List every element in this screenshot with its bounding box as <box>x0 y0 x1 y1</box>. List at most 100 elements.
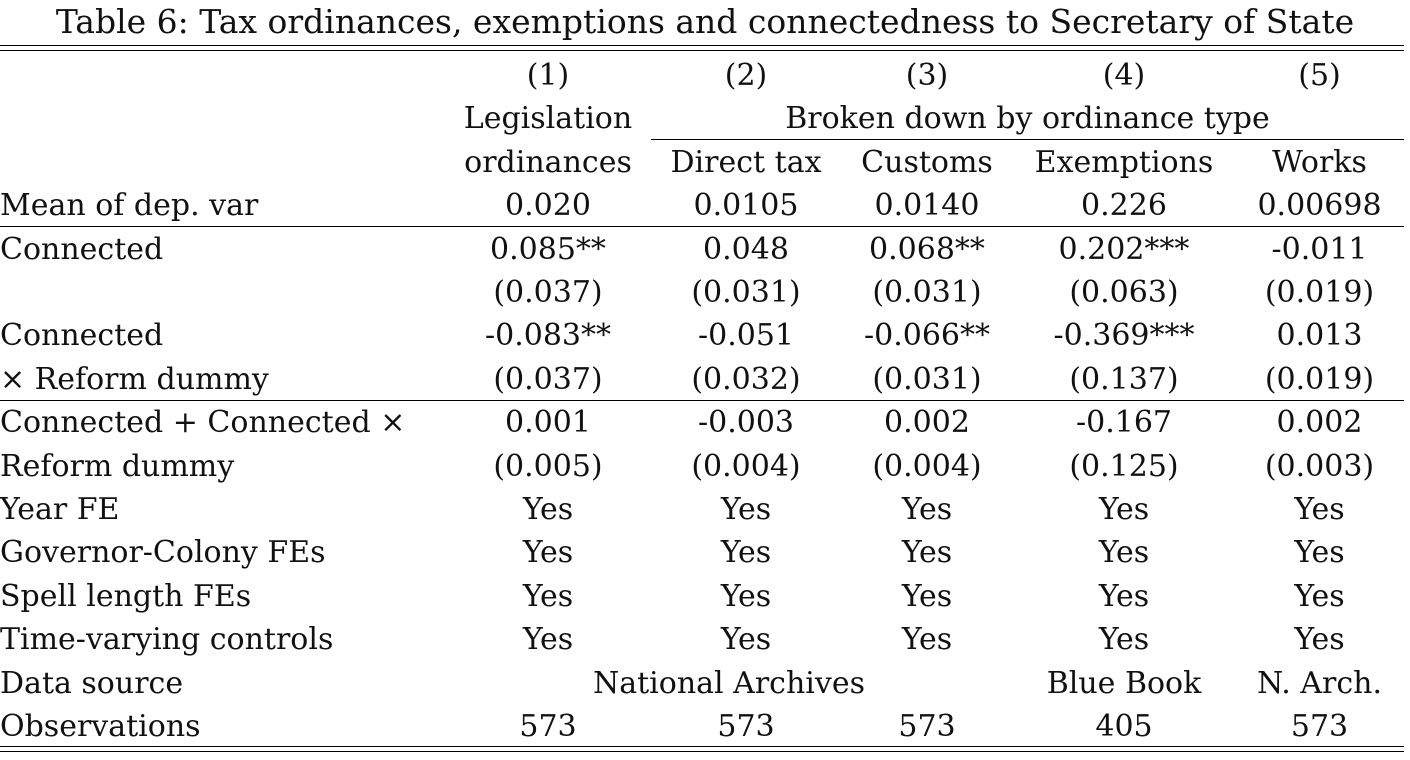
column-header: ordinances <box>464 144 632 180</box>
table-cell: Yes <box>1098 578 1150 614</box>
se-cell: (0.137) <box>1069 361 1179 397</box>
data-source-cell: N. Arch. <box>1256 665 1383 701</box>
coef-cell: -0.011 <box>1271 231 1368 267</box>
bottom-rule <box>0 751 1404 753</box>
table-cell: 573 <box>519 709 577 745</box>
row-label: Connected <box>0 318 164 354</box>
row-label: Governor-Colony FEs <box>0 535 326 571</box>
table-title: Table 6: Tax ordinances, exemptions and … <box>55 2 1355 41</box>
table-cell: 0.00698 <box>1257 188 1382 224</box>
table-cell: Yes <box>1294 492 1345 528</box>
control-row-year-fe: Year FE Yes Yes Yes Yes Yes <box>0 488 1404 531</box>
table-cell: Yes <box>720 535 772 571</box>
table-cell: 0.0105 <box>693 188 799 224</box>
table-cell: Yes <box>901 492 953 528</box>
coef-cell: 0.013 <box>1276 318 1363 354</box>
data-source-cell: Blue Book <box>1046 665 1202 701</box>
data-source-text: National Archives <box>592 665 865 701</box>
row-label: Mean of dep. var <box>0 188 259 224</box>
row-label: Time-varying controls <box>0 622 334 658</box>
coef-cell: -0.083** <box>484 318 612 354</box>
se-cell: (0.031) <box>872 361 982 397</box>
column-subheader: Direct tax <box>670 144 822 180</box>
header-rule <box>0 226 1404 228</box>
control-row-time-varying: Time-varying controls Yes Yes Yes Yes Ye… <box>0 618 1404 661</box>
connected-coef-row: Connected 0.085** 0.048 0.068** 0.202***… <box>0 228 1404 271</box>
table-cell: Yes <box>720 578 772 614</box>
coef-cell: -0.369*** <box>1053 318 1195 354</box>
coef-cell: 0.002 <box>884 405 970 441</box>
table-cell: 0.0140 <box>874 188 980 224</box>
bottom-rule-inner <box>0 746 1404 748</box>
table-cell: Yes <box>901 535 953 571</box>
se-cell: (0.031) <box>691 275 801 311</box>
table-cell: Yes <box>1294 578 1345 614</box>
table-cell: Yes <box>720 622 772 658</box>
table-cell: Yes <box>720 492 772 528</box>
row-label: Observations <box>0 709 201 745</box>
se-cell: (0.004) <box>872 448 982 484</box>
interaction-se-row: × Reform dummy (0.037) (0.032) (0.031) (… <box>0 358 1404 401</box>
regression-table: (1) (2) (3) (4) (5) Legislation Broken d… <box>0 54 1404 749</box>
column-number: (2) <box>724 58 768 93</box>
row-label: Data source <box>0 665 184 701</box>
coef-cell: 0.068** <box>869 231 985 267</box>
interaction-rule <box>0 400 1404 402</box>
se-cell: (0.004) <box>691 448 801 484</box>
table-cell: 405 <box>1095 709 1153 745</box>
coef-cell: 0.048 <box>703 231 789 267</box>
header-row-1: Legislation Broken down by ordinance typ… <box>0 97 1404 140</box>
mean-row: Mean of dep. var 0.020 0.0105 0.0140 0.2… <box>0 184 1404 227</box>
row-label: Year FE <box>0 492 120 528</box>
table-cell: Yes <box>901 622 953 658</box>
se-cell: (0.031) <box>872 275 982 311</box>
top-rule <box>0 45 1404 47</box>
row-label: Spell length FEs <box>0 578 252 614</box>
column-number: (1) <box>526 58 570 93</box>
coef-cell: -0.066** <box>863 318 991 354</box>
column-subheader: Exemptions <box>1034 144 1214 180</box>
se-cell: (0.032) <box>691 361 801 397</box>
table-cell: 0.020 <box>505 188 591 224</box>
table-cell: Yes <box>522 622 574 658</box>
interaction-coef-row: Connected -0.083** -0.051 -0.066** -0.36… <box>0 314 1404 357</box>
coef-cell: 0.001 <box>505 405 591 441</box>
se-cell: (0.005) <box>493 448 603 484</box>
table-cell: Yes <box>522 535 574 571</box>
se-cell: (0.037) <box>493 275 603 311</box>
group-header-rule <box>651 139 1404 141</box>
table-cell: Yes <box>1098 535 1150 571</box>
row-label: Connected <box>0 231 164 267</box>
row-label: Reform dummy <box>0 448 235 484</box>
se-cell: (0.019) <box>1264 361 1375 397</box>
sum-effect-coef-row: Connected + Connected × 0.001 -0.003 0.0… <box>0 401 1404 444</box>
coef-cell: 0.202*** <box>1058 231 1190 267</box>
sum-effect-se-row: Reform dummy (0.005) (0.004) (0.004) (0.… <box>0 445 1404 488</box>
row-label: × Reform dummy <box>0 361 269 397</box>
se-cell: (0.003) <box>1264 448 1375 484</box>
table-cell: Yes <box>1098 492 1150 528</box>
table-cell: 573 <box>898 709 956 745</box>
table-cell: Yes <box>522 492 574 528</box>
coef-cell: 0.085** <box>490 231 606 267</box>
top-rule-inner <box>0 50 1404 52</box>
se-cell: (0.019) <box>1264 275 1375 311</box>
table-cell: 0.226 <box>1081 188 1167 224</box>
data-source-row: Data source National Archives Blue Book … <box>0 662 1404 705</box>
data-source-cell: National Archives <box>445 662 1013 705</box>
table-cell: 573 <box>1290 709 1349 745</box>
connected-se-row: (0.037) (0.031) (0.031) (0.063) (0.019) <box>0 271 1404 314</box>
column-header: Legislation <box>463 101 633 137</box>
column-number-row: (1) (2) (3) (4) (5) <box>0 54 1404 97</box>
column-subheader: Customs <box>861 144 993 180</box>
column-number: (5) <box>1298 58 1341 93</box>
coef-cell: -0.051 <box>697 318 795 354</box>
column-number: (3) <box>905 58 949 93</box>
row-label: Connected + Connected × <box>0 405 406 441</box>
column-number: (4) <box>1102 58 1146 93</box>
table-cell: Yes <box>522 578 574 614</box>
table-cell: Yes <box>1294 535 1345 571</box>
header-row-2: ordinances Direct tax Customs Exemptions… <box>0 141 1404 184</box>
coef-cell: -0.167 <box>1075 405 1173 441</box>
se-cell: (0.063) <box>1069 275 1179 311</box>
